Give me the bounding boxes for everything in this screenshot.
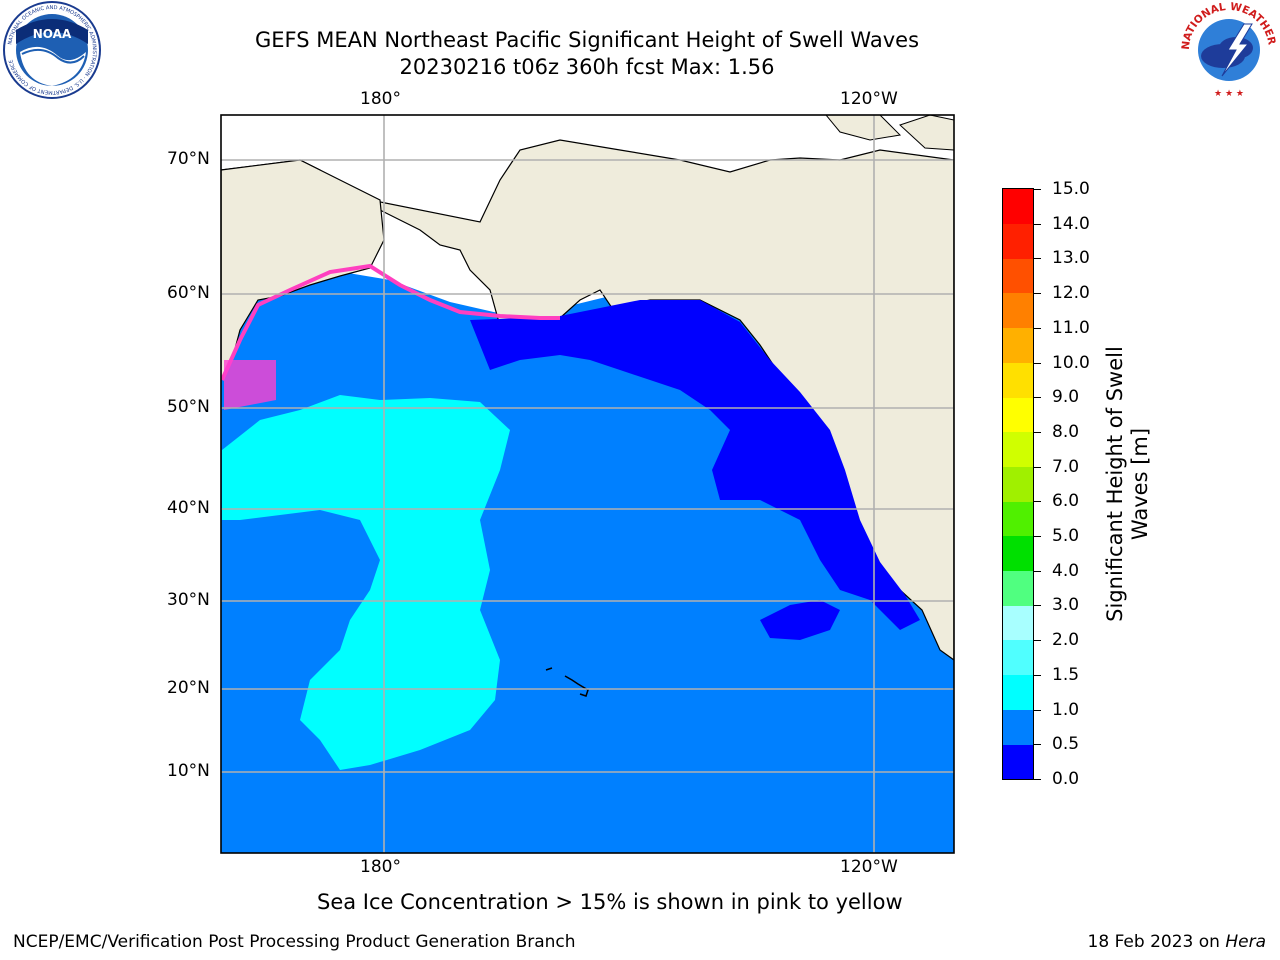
colorbar-segment (1003, 431, 1033, 467)
colorbar-title: Significant Height of Swell Waves [m] (1103, 346, 1152, 622)
colorbar-tick-label: 1.5 (1052, 664, 1080, 685)
colorbar-tick (1034, 258, 1041, 260)
colorbar-segment (1003, 570, 1033, 606)
colorbar-tick-label: 10.0 (1052, 352, 1090, 373)
colorbar-tick (1034, 223, 1041, 225)
lat-label-70n: 70°N (167, 149, 210, 169)
colorbar-segment (1003, 674, 1033, 710)
lon-label-top-120w: 120°W (840, 89, 898, 109)
colorbar-tick-label: 0.5 (1052, 734, 1080, 755)
footer-credit: NCEP/EMC/Verification Post Processing Pr… (13, 932, 576, 952)
colorbar-tick-label: 0.0 (1052, 769, 1080, 789)
colorbar-segment (1003, 501, 1033, 537)
colorbar-segment (1003, 640, 1033, 676)
footer-date-text: 18 Feb 2023 on (1087, 932, 1226, 952)
colorbar-tick (1034, 362, 1041, 364)
colorbar-tick (1034, 466, 1041, 468)
sea-ice-edge (221, 263, 560, 381)
colorbar-tick (1034, 189, 1041, 190)
lat-label-20n: 20°N (167, 678, 210, 698)
swell-patch-1-0-1-5 (222, 395, 510, 770)
colorbar-tick-label: 14.0 (1052, 213, 1090, 234)
colorbar-tick-label: 6.0 (1052, 491, 1080, 512)
colorbar-tick (1034, 431, 1041, 433)
map-frame (220, 114, 955, 854)
sea-ice-patch (224, 360, 276, 410)
svg-text:★ ★ ★: ★ ★ ★ (1214, 89, 1244, 99)
colorbar-segment (1003, 327, 1033, 363)
colorbar-segment (1003, 189, 1033, 224)
colorbar-segment (1003, 293, 1033, 329)
swell-patch-0-0-5 (760, 600, 840, 640)
lon-label-bottom-120w: 120°W (840, 857, 898, 877)
colorbar-tick-label: 8.0 (1052, 421, 1080, 442)
colorbar-tick (1034, 293, 1041, 295)
colorbar-segment (1003, 709, 1033, 745)
colorbar-tick (1034, 744, 1041, 746)
footer-machine: Hera (1225, 932, 1266, 952)
colorbar-tick-label: 3.0 (1052, 595, 1080, 616)
arctic-island (899, 115, 954, 151)
lon-label-bottom-180: 180° (360, 857, 401, 877)
nws-logo: NATIONAL WEATHER SERVICE ★ ★ ★ (1178, 0, 1278, 99)
colorbar-tick-label: 11.0 (1052, 317, 1090, 338)
lat-label-30n: 30°N (167, 590, 210, 610)
lat-label-10n: 10°N (167, 761, 210, 781)
colorbar-tick-label: 2.0 (1052, 630, 1080, 651)
colorbar-tick (1034, 605, 1041, 607)
colorbar-tick (1034, 640, 1041, 642)
colorbar-tick-label: 12.0 (1052, 283, 1090, 304)
colorbar-tick-label: 9.0 (1052, 387, 1080, 408)
colorbar-tick-label: 4.0 (1052, 560, 1080, 581)
swell-patch-0-0-5 (470, 300, 920, 630)
noaa-logo-text: NOAA (33, 27, 72, 41)
colorbar-tick (1034, 327, 1041, 329)
colorbar-tick (1034, 674, 1041, 676)
colorbar-segment (1003, 744, 1033, 780)
noaa-logo: NATIONAL OCEANIC AND ATMOSPHERIC ADMINIS… (3, 1, 101, 99)
colorbar-segment (1003, 536, 1033, 572)
lon-label-top-180: 180° (360, 89, 401, 109)
colorbar-segment (1003, 258, 1033, 294)
colorbar-tick-label: 5.0 (1052, 526, 1080, 547)
colorbar-tick (1034, 779, 1041, 780)
colorbar-tick (1034, 570, 1041, 572)
colorbar-tick (1034, 709, 1041, 711)
chart-title: GEFS MEAN Northeast Pacific Significant … (254, 28, 920, 52)
hawaii-islands (545, 667, 589, 697)
colorbar-tick (1034, 397, 1041, 399)
chart-subtitle: 20230216 t06z 360h fcst Max: 1.56 (399, 55, 775, 79)
lat-label-40n: 40°N (167, 498, 210, 518)
colorbar-segment (1003, 466, 1033, 502)
colorbar-segment (1003, 605, 1033, 641)
lat-label-60n: 60°N (167, 283, 210, 303)
colorbar-tick-label: 7.0 (1052, 456, 1080, 477)
colorbar-tick (1034, 501, 1041, 503)
sea-ice-note: Sea Ice Concentration > 15% is shown in … (317, 890, 903, 914)
colorbar-segment (1003, 397, 1033, 433)
colorbar-tick-label: 1.0 (1052, 699, 1080, 720)
colorbar-tick-label: 13.0 (1052, 248, 1090, 269)
colorbar-tick (1034, 536, 1041, 538)
footer-date: 18 Feb 2023 on Hera (1088, 932, 1266, 952)
colorbar-segment (1003, 223, 1033, 259)
colorbar-tick-label: 15.0 (1052, 179, 1090, 199)
colorbar (1002, 188, 1034, 780)
colorbar-segment (1003, 362, 1033, 398)
map-gridlines (221, 115, 954, 853)
arctic-island (825, 115, 902, 141)
lat-label-50n: 50°N (167, 397, 210, 417)
